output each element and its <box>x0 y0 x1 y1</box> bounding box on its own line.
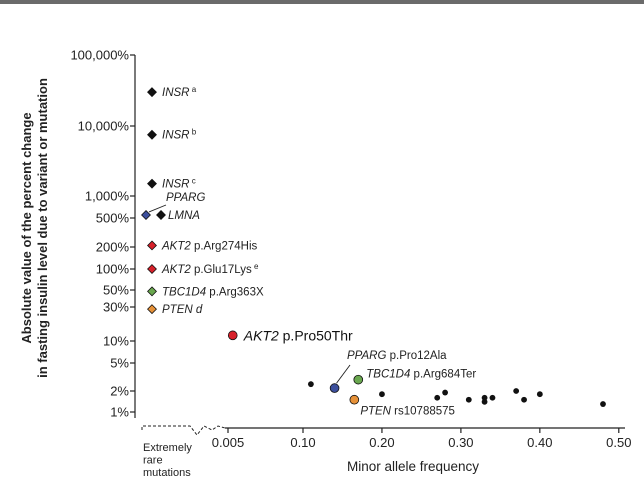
y-tick-label: 1,000% <box>85 189 130 204</box>
variant-detail: p.Glu17Lys <box>191 264 252 276</box>
common-variant-point <box>465 396 472 403</box>
variant-point <box>329 383 340 393</box>
gene-name: AKT2 <box>161 264 191 276</box>
common-variant-point <box>489 394 496 401</box>
y-axis-title-line: Absolute value of the percent change <box>19 112 34 343</box>
common-variant-point <box>536 391 543 398</box>
gene-name: PPARG <box>166 192 205 204</box>
rare-mutation-label: AKT2 p.Glu17Lys e <box>161 262 259 277</box>
gene-name: LMNA <box>168 210 200 222</box>
variant-label: TBC1D4 p.Arg684Ter <box>366 369 476 381</box>
rare-mutation-diamond <box>147 240 157 251</box>
gene-name: PTEN <box>162 304 193 316</box>
rare-mutation-label: AKT2 p.Arg274His <box>161 240 257 252</box>
rare-mutations-label: rare <box>143 455 163 467</box>
variant-detail: p.Pro50Thr <box>279 327 353 343</box>
variant-point <box>353 374 364 385</box>
rare-mutation-diamond <box>147 264 157 274</box>
rare-mutation-label: TBC1D4 p.Arg363X <box>162 286 264 298</box>
variant-point <box>349 394 360 405</box>
data-marks <box>141 87 606 407</box>
x-tick-label: 0.005 <box>212 435 245 450</box>
x-tick-label: 0.30 <box>448 435 473 450</box>
x-tick-label: 0.10 <box>290 435 315 450</box>
variant-label: PPARG p.Pro12Ala <box>347 350 447 362</box>
footnote-marker: b <box>189 127 196 136</box>
gene-name: TBC1D4 <box>366 369 410 381</box>
gene-name: PPARG <box>347 350 386 362</box>
rare-mutation-label: INSR a <box>162 85 197 100</box>
variant-detail: p.Pro12Ala <box>386 350 447 362</box>
gene-name: INSR <box>162 179 189 191</box>
x-tick-label: 0.20 <box>369 435 394 450</box>
y-tick-label: 100,000% <box>70 48 129 63</box>
common-variant-point <box>442 389 449 396</box>
rare-mutations-label: Extremely <box>143 442 192 454</box>
y-axis-title-line: in fasting insulin level due to variant … <box>35 78 50 378</box>
y-tick-label: 500% <box>96 211 130 226</box>
x-axis-title: Minor allele frequency <box>347 459 479 474</box>
y-tick-label: 10,000% <box>78 119 130 134</box>
gene-name: INSR <box>162 130 189 142</box>
rare-mutation-label: INSR b <box>162 127 197 142</box>
variant-label: PTEN rs10788575 <box>360 406 455 418</box>
gene-name: TBC1D4 <box>162 286 206 298</box>
gene-name: INSR <box>162 87 189 99</box>
rare-mutation-diamond <box>147 178 157 189</box>
rare-mutation-label: LMNA <box>168 210 200 222</box>
gene-name: d <box>193 304 203 316</box>
x-tick-label: 0.40 <box>527 435 552 450</box>
variant-detail: rs10788575 <box>391 406 455 418</box>
y-tick-label: 50% <box>103 283 129 298</box>
variant-detail: p.Arg274His <box>191 240 258 252</box>
gene-name: AKT2 <box>243 327 279 343</box>
y-tick-label: 2% <box>110 384 129 399</box>
y-tick-label: 30% <box>103 300 129 315</box>
common-variant-point <box>481 398 488 405</box>
x-axis-break <box>141 425 226 436</box>
pparg-variant-leader-line <box>336 364 351 384</box>
common-variant-point <box>307 381 314 388</box>
variant-detail: p.Arg363X <box>206 286 264 298</box>
footnote-marker: a <box>189 85 196 94</box>
common-variant-point <box>481 394 488 401</box>
common-variant-point <box>521 396 527 403</box>
gene-name: PTEN <box>360 406 391 418</box>
footnote-marker: c <box>189 176 195 185</box>
rare-mutation-diamond <box>141 210 151 220</box>
y-tick-label: 200% <box>96 240 130 255</box>
variant-label: AKT2 p.Pro50Thr <box>243 327 353 343</box>
rare-mutation-label: PPARG <box>166 192 205 204</box>
y-tick-label: 1% <box>110 405 129 420</box>
rare-mutation-diamond <box>147 286 157 297</box>
y-axis: 1% 2% 5% 10% 30% 50% 100% 200% 500% 1,000% 10,000%… <box>19 48 136 420</box>
x-axis: 0.005 0.10 0.20 0.30 0.40 0.50 Extremelyraremu… <box>141 425 631 479</box>
y-tick-label: 100% <box>96 262 130 277</box>
common-variant-point <box>434 394 441 401</box>
rare-mutation-diamond <box>147 304 157 315</box>
y-tick-label: 10% <box>103 334 129 349</box>
rare-mutation-label: PTEN d <box>162 304 203 316</box>
common-variant-point <box>379 391 385 398</box>
variant-point <box>227 330 238 341</box>
common-variant-point <box>513 388 520 394</box>
variant-detail: p.Arg684Ter <box>410 369 476 381</box>
rare-mutation-diamond <box>147 87 157 98</box>
rare-mutation-label: INSR c <box>162 176 196 191</box>
gene-name: AKT2 <box>161 240 191 252</box>
rare-mutation-diamond <box>156 210 166 220</box>
y-tick-label: 5% <box>110 356 129 371</box>
rare-mutation-diamond <box>147 129 157 140</box>
common-variant-point <box>600 401 606 407</box>
footnote-marker: e <box>252 262 259 271</box>
y-axis-title: Absolute value of the percent changein f… <box>19 78 50 378</box>
pparg-leader-line <box>148 204 167 213</box>
rare-mutations-label: mutations <box>143 467 191 479</box>
x-tick-label: 0.50 <box>606 435 631 450</box>
top-rule <box>0 0 644 4</box>
